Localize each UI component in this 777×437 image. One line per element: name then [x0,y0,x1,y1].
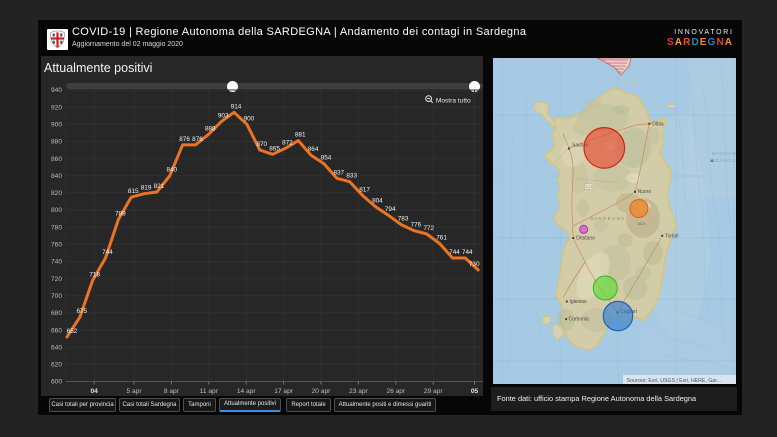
svg-text:821: 821 [154,183,165,190]
svg-text:E25: E25 [586,185,592,189]
svg-text:864: 864 [308,146,319,153]
svg-text:776: 776 [411,222,422,229]
svg-text:Nuoro: Nuoro [638,189,652,195]
svg-text:815: 815 [128,188,139,195]
svg-text:900: 900 [51,122,62,129]
svg-text:860: 860 [51,156,62,163]
svg-text:730: 730 [469,261,480,268]
svg-text:Sassari: Sassari [572,143,589,149]
svg-text:23 apr: 23 apr [349,388,369,395]
svg-text:640: 640 [51,344,62,351]
svg-text:SEAMOU: SEAMOU [712,158,736,163]
svg-text:700: 700 [51,293,62,300]
svg-text:652: 652 [67,328,78,335]
svg-text:761: 761 [436,235,447,242]
svg-text:854: 854 [321,155,332,162]
svg-text:17 apr: 17 apr [274,388,294,395]
svg-text:29 apr: 29 apr [424,388,444,395]
svg-text:718: 718 [89,271,100,278]
svg-text:BARONIE: BARONIE [712,151,736,156]
svg-text:840: 840 [51,173,62,180]
svg-text:840: 840 [166,167,177,174]
svg-text:865: 865 [269,145,280,152]
svg-text:600: 600 [51,379,62,386]
svg-text:8 apr: 8 apr [164,388,180,395]
svg-text:903: 903 [218,113,229,120]
svg-text:744: 744 [102,249,113,256]
svg-text:26 apr: 26 apr [386,388,406,395]
svg-text:900: 900 [244,115,255,122]
svg-text:820: 820 [51,190,62,197]
svg-text:Sources: Esri, USGS | Esri, HE: Sources: Esri, USGS | Esri, HERE, Gar... [627,378,721,384]
svg-text:675: 675 [76,308,87,315]
svg-text:680: 680 [51,310,62,317]
svg-text:833: 833 [346,173,357,180]
svg-text:920: 920 [51,104,62,111]
svg-text:740: 740 [51,259,62,266]
svg-text:05: 05 [471,388,479,395]
svg-text:20 apr: 20 apr [312,388,332,395]
svg-text:783: 783 [398,216,409,223]
svg-text:620: 620 [51,362,62,369]
svg-text:804: 804 [372,198,383,205]
svg-text:880: 880 [51,139,62,146]
svg-text:876: 876 [192,136,203,143]
svg-text:888: 888 [205,126,216,133]
svg-text:881: 881 [295,132,306,139]
svg-text:Iglesias: Iglesias [570,299,587,305]
svg-text:940: 940 [51,87,62,94]
svg-text:14 apr: 14 apr [237,388,257,395]
svg-text:660: 660 [51,327,62,334]
svg-text:744: 744 [449,249,460,256]
svg-text:5 apr: 5 apr [126,388,142,395]
svg-text:Carbonia: Carbonia [569,317,590,323]
svg-text:870: 870 [256,141,267,148]
svg-text:772: 772 [423,225,434,232]
svg-text:837: 837 [333,169,344,176]
svg-text:11 apr: 11 apr [200,388,219,395]
svg-text:1825: 1825 [637,222,645,226]
svg-text:817: 817 [359,187,370,194]
svg-text:SARDEGNA: SARDEGNA [590,216,625,221]
svg-text:744: 744 [462,249,473,256]
svg-text:04: 04 [91,388,99,395]
svg-text:794: 794 [385,206,396,213]
svg-text:Oristano: Oristano [576,236,595,242]
svg-text:720: 720 [51,276,62,283]
svg-text:789: 789 [115,211,126,218]
svg-text:800: 800 [51,207,62,214]
svg-text:819: 819 [141,185,152,192]
svg-text:914: 914 [231,103,242,110]
svg-text:872: 872 [282,139,293,146]
svg-text:Tortolì: Tortolì [665,234,679,240]
svg-text:Olbia: Olbia [652,122,664,128]
svg-text:760: 760 [51,242,62,249]
svg-text:780: 780 [51,224,62,231]
svg-text:876: 876 [179,136,190,143]
